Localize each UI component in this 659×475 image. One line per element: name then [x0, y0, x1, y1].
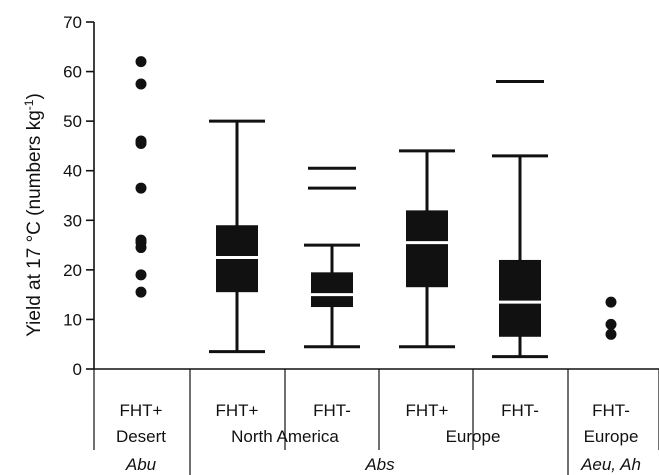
y-tick-label: 50: [63, 112, 82, 131]
y-tick-label: 10: [63, 310, 82, 329]
category-sublabel: Europe: [584, 427, 639, 446]
box: [499, 259, 541, 337]
box: [311, 272, 353, 308]
category-label: FHT-: [313, 401, 351, 420]
data-point: [135, 242, 147, 254]
y-axis-label: Yield at 17 °C (numbers kg-1): [22, 93, 45, 337]
region-label: North America: [231, 427, 339, 446]
data-point: [135, 78, 147, 90]
category-sublabel: Desert: [116, 427, 166, 446]
y-axis-label-main: Yield at 17 °C (numbers kg: [24, 110, 45, 337]
y-tick-label: 40: [63, 162, 82, 181]
group-label: Abu: [125, 455, 157, 474]
data-point: [135, 56, 147, 68]
y-tick-label: 0: [73, 360, 82, 379]
category-label: FHT+: [406, 401, 449, 420]
data-point: [135, 182, 147, 194]
category-label: FHT+: [216, 401, 259, 420]
region-label: Europe: [446, 427, 501, 446]
data-point: [605, 328, 617, 340]
data-point: [135, 137, 147, 149]
data-point: [605, 318, 617, 330]
y-tick-label: 60: [63, 63, 82, 82]
category-label: FHT-: [592, 401, 630, 420]
y-axis-label-close: ): [24, 93, 45, 99]
group-label: Aeu, Ah: [580, 455, 641, 474]
group-label: Abs: [364, 455, 395, 474]
data-point: [135, 269, 147, 281]
marks: [135, 56, 617, 359]
category-label: FHT+: [120, 401, 163, 420]
y-axis-label-sup: -1: [22, 99, 36, 110]
data-point: [135, 286, 147, 298]
data-point: [605, 296, 617, 308]
y-tick-label: 20: [63, 261, 82, 280]
box: [406, 210, 448, 288]
y-tick-label: 70: [63, 13, 82, 32]
category-label: FHT-: [501, 401, 539, 420]
axes: 0 10 20 30 40 50 60 70: [63, 13, 659, 475]
y-tick-label: 30: [63, 211, 82, 230]
